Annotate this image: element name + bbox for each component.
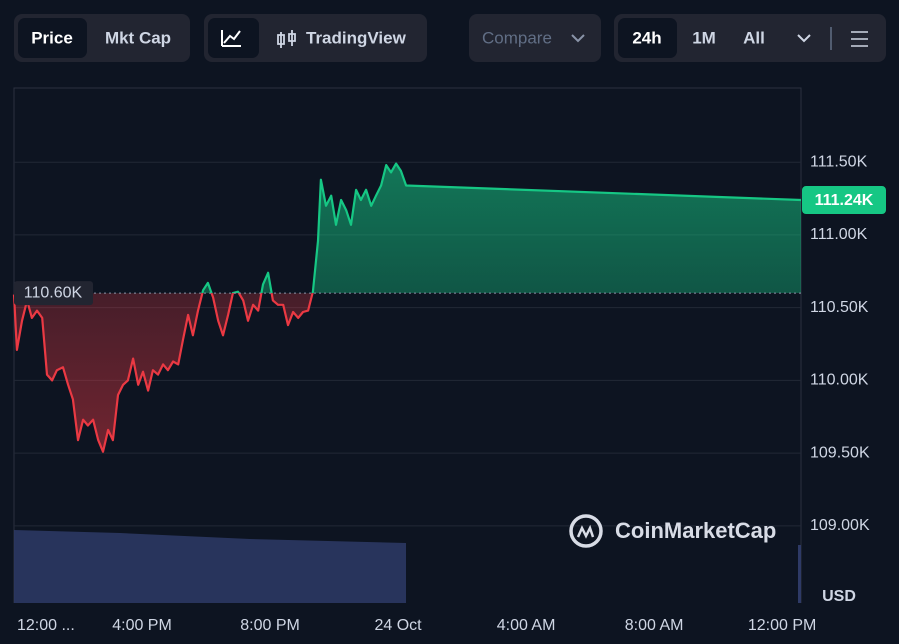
range-all[interactable]: All bbox=[743, 28, 765, 47]
range-24h[interactable]: 24h bbox=[632, 28, 661, 47]
y-tick-label: 109.50K bbox=[810, 444, 870, 461]
y-tick-label: 110.50K bbox=[810, 299, 869, 316]
range-active[interactable] bbox=[618, 18, 677, 58]
view-group bbox=[204, 14, 427, 62]
baseline-label: 110.60K bbox=[24, 284, 83, 301]
watermark-logo-mark bbox=[576, 524, 595, 539]
compare-button[interactable]: Compare bbox=[482, 28, 552, 47]
x-tick-label: 8:00 PM bbox=[240, 617, 300, 634]
volume-bar bbox=[798, 545, 801, 603]
chevron bbox=[571, 34, 585, 43]
currency-label: USD bbox=[822, 588, 856, 605]
baseline-label-bg bbox=[14, 281, 93, 306]
area-up bbox=[14, 163, 801, 294]
x-tick-label: 24 Oct bbox=[374, 617, 422, 634]
area-down bbox=[14, 293, 313, 452]
last-price-label: 111.24K bbox=[815, 192, 874, 209]
settings-icon[interactable] bbox=[851, 31, 868, 47]
x-tick-label: 4:00 AM bbox=[497, 617, 556, 634]
plot-frame bbox=[13, 87, 802, 603]
watermark-text: CoinMarketCap bbox=[615, 518, 776, 543]
x-tick-label: 12:00 PM bbox=[748, 617, 816, 634]
y-tick-label: 111.50K bbox=[810, 153, 868, 170]
candle-icon bbox=[277, 30, 296, 48]
tab-active[interactable] bbox=[18, 18, 87, 58]
x-tick-label: 4:00 PM bbox=[112, 617, 172, 634]
price-line-down bbox=[12, 293, 314, 453]
y-tick-label: 109.00K bbox=[810, 517, 870, 534]
last-price-marker bbox=[802, 186, 886, 215]
tab-mkt-cap[interactable]: Mkt Cap bbox=[105, 28, 171, 47]
price-line-up bbox=[201, 162, 802, 294]
range-1m[interactable]: 1M bbox=[692, 28, 716, 47]
line-icon bbox=[221, 30, 241, 47]
y-tick-label: 111.00K bbox=[810, 226, 868, 243]
volume-bars bbox=[14, 530, 406, 603]
range-group bbox=[614, 14, 886, 62]
x-tick-label: 8:00 AM bbox=[625, 617, 684, 634]
range-chevron[interactable] bbox=[797, 34, 811, 43]
watermark: CoinMarketCap bbox=[569, 514, 776, 548]
x-tick-label: 12:00 ... bbox=[17, 617, 75, 634]
compare-button-bg[interactable] bbox=[469, 14, 601, 62]
y-tick-label: 110.00K bbox=[810, 372, 869, 389]
watermark-logo bbox=[569, 514, 603, 548]
tradingview-button[interactable]: TradingView bbox=[306, 28, 407, 47]
tab-price[interactable]: Price bbox=[31, 28, 73, 47]
